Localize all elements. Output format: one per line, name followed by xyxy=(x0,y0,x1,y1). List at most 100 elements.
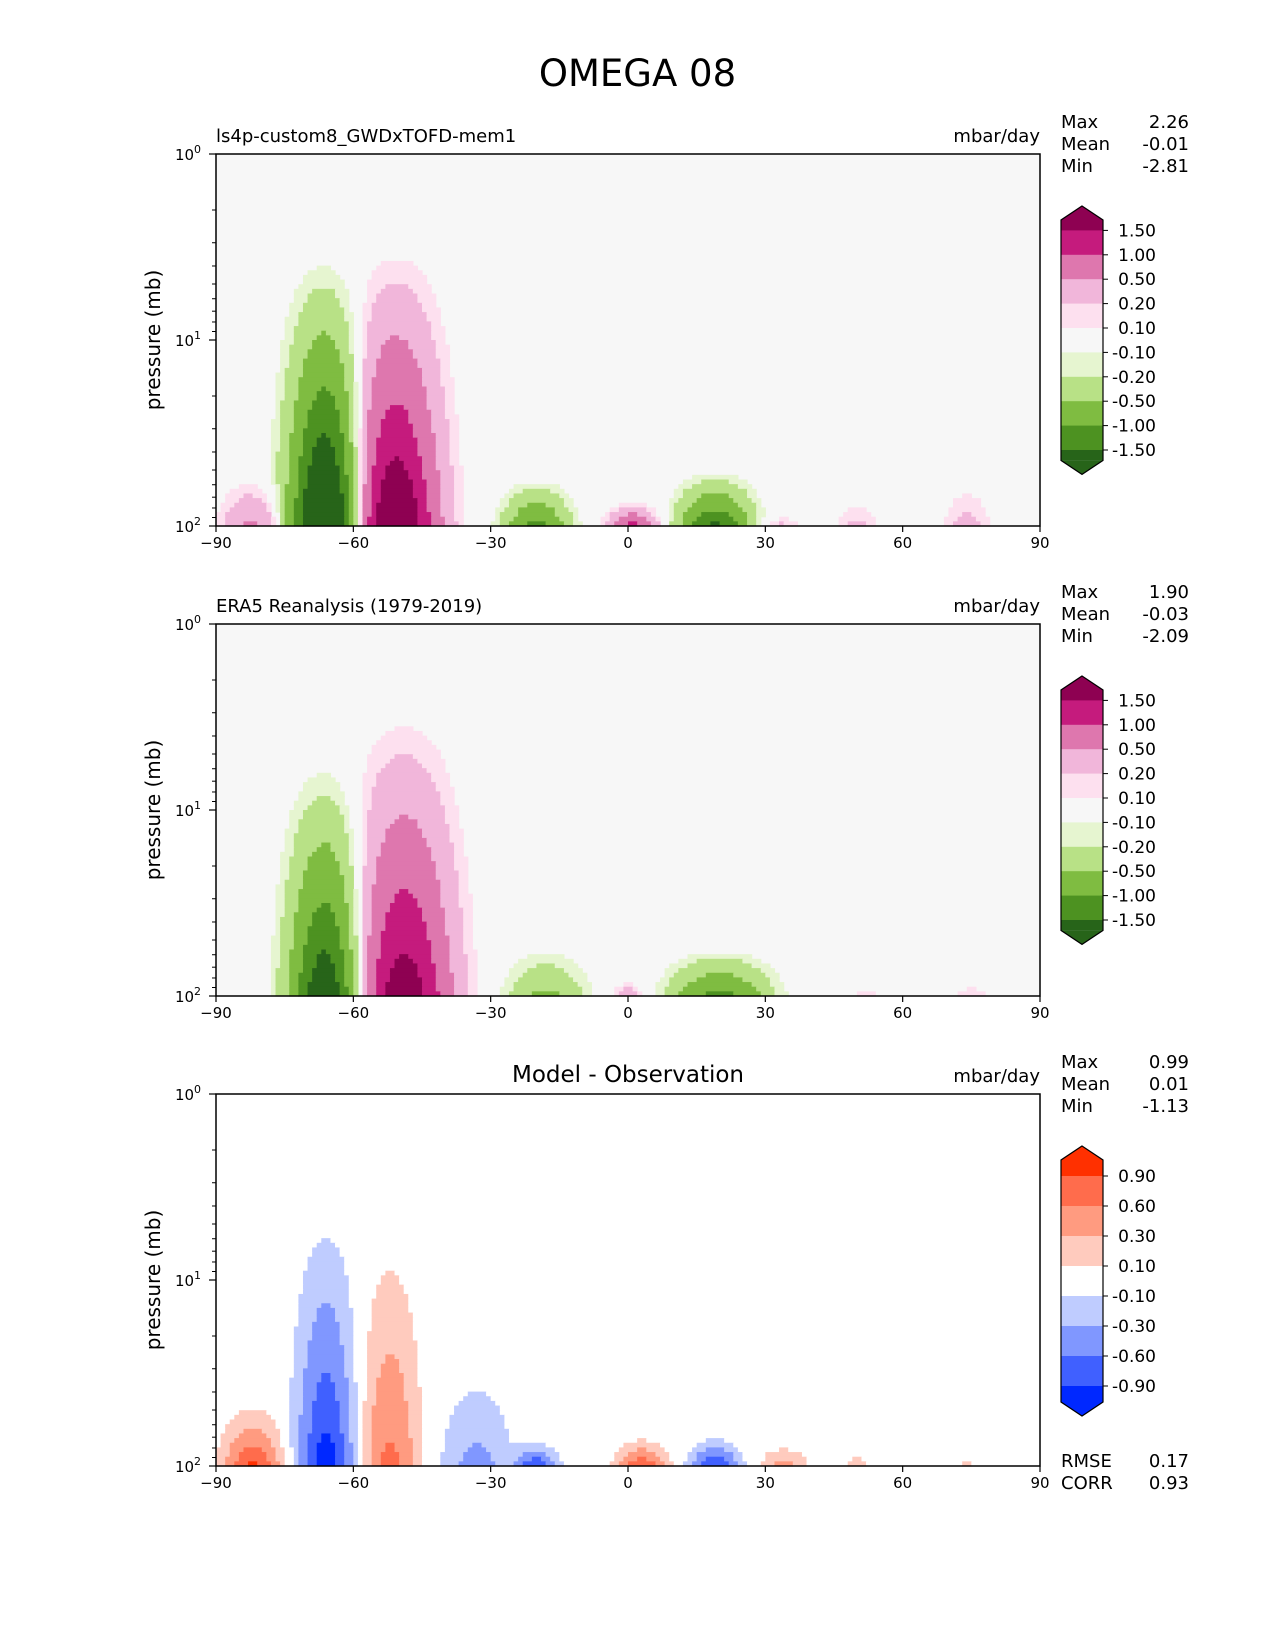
contour-cell xyxy=(298,312,345,318)
contour-cell xyxy=(348,940,359,946)
contour-cell xyxy=(293,930,309,937)
contour-cell xyxy=(367,940,382,946)
contour-cell xyxy=(367,349,382,355)
contour-cell xyxy=(417,819,446,825)
contour-cell xyxy=(289,870,304,876)
contour-cell xyxy=(371,1456,382,1462)
contour-cell xyxy=(362,791,373,797)
contour-cell xyxy=(335,344,350,350)
contour-cell xyxy=(307,1256,345,1262)
contour-cell xyxy=(293,502,304,508)
contour-cell xyxy=(234,1461,249,1467)
contour-cell xyxy=(353,428,359,434)
contour-cell xyxy=(408,474,423,481)
contour-cell xyxy=(367,293,377,299)
contour-cell xyxy=(275,409,281,415)
contour-cell xyxy=(449,954,469,960)
contour-cell xyxy=(339,484,350,490)
contour-cell xyxy=(275,991,290,997)
contour-cell xyxy=(705,972,734,978)
contour-cell xyxy=(389,903,419,909)
contour-cell xyxy=(316,847,332,853)
colorbar-outline xyxy=(1060,1145,1104,1417)
contour-cell xyxy=(321,949,327,955)
contour-cell xyxy=(302,1289,350,1295)
contour-cell xyxy=(357,1405,364,1411)
contour-cell xyxy=(284,907,299,913)
y-tick-exponent: 1 xyxy=(194,799,201,812)
contour-cell xyxy=(545,1442,625,1448)
colorbar-label: 0.60 xyxy=(1118,1197,1156,1217)
contour-cell xyxy=(545,1452,560,1458)
contour-cell xyxy=(302,502,345,508)
contour-cell xyxy=(435,456,451,462)
y-tick-exponent: 2 xyxy=(194,1455,201,1468)
colorbar: 1.501.000.500.200.10-0.10-0.20-0.50-1.00… xyxy=(1060,205,1156,476)
y-tick-base: 10 xyxy=(175,332,194,350)
contour-cell xyxy=(362,786,373,792)
y-tick-label: 102 xyxy=(175,1455,201,1476)
contour-cell xyxy=(362,875,377,881)
contour-cell xyxy=(440,796,455,802)
y-tick-label: 100 xyxy=(175,613,201,634)
contour-cell xyxy=(289,456,299,462)
contour-cell xyxy=(330,958,345,965)
contour-cell xyxy=(312,1419,341,1425)
contour-cell xyxy=(454,842,464,848)
contour-cell xyxy=(302,1284,350,1290)
x-tick-label: −90 xyxy=(200,1004,232,1022)
contour-cell xyxy=(289,307,304,313)
contour-cell xyxy=(866,1461,963,1467)
contour-cell xyxy=(422,916,446,923)
contour-cell xyxy=(508,972,524,978)
contour-cell xyxy=(376,879,441,885)
contour-cell xyxy=(440,889,460,895)
contour-cell xyxy=(270,456,277,462)
contour-cell xyxy=(376,460,391,467)
contour-cell xyxy=(266,1410,290,1416)
contour-cell xyxy=(339,349,350,355)
contour-cell xyxy=(444,1433,510,1439)
contour-cell xyxy=(275,400,281,406)
contour-cell xyxy=(788,1447,1041,1453)
contour-cell xyxy=(280,488,286,495)
contour-cell xyxy=(362,930,373,937)
contour-cell xyxy=(371,893,396,899)
contour-cell xyxy=(280,944,295,951)
contour-cell xyxy=(600,521,606,527)
contour-cell xyxy=(293,293,309,299)
contour-cell xyxy=(353,1359,368,1365)
contour-cell xyxy=(280,1438,290,1444)
contour-cell xyxy=(280,935,295,941)
contour-cell xyxy=(563,502,574,508)
x-tick-label: 30 xyxy=(756,1474,775,1492)
contour-cell xyxy=(357,1410,364,1416)
contour-cell xyxy=(344,498,350,504)
contour-cell xyxy=(225,521,245,527)
contour-cell xyxy=(312,400,336,406)
contour-cell xyxy=(957,516,977,522)
stat-label: Mean xyxy=(1061,134,1110,155)
contour-cell xyxy=(435,977,455,983)
contour-cell xyxy=(376,363,419,369)
contour-cell xyxy=(225,516,272,522)
contour-cell xyxy=(321,433,327,439)
contour-cell xyxy=(856,991,876,997)
contour-cell xyxy=(344,386,354,392)
contour-cell xyxy=(367,1368,382,1374)
contour-cell xyxy=(618,516,647,522)
contour-cell xyxy=(412,488,428,495)
contour-cell xyxy=(348,944,359,951)
colorbar-segment xyxy=(1061,450,1103,461)
contour-cell xyxy=(490,521,501,527)
contour-cell xyxy=(403,405,428,411)
contour-cell xyxy=(353,986,359,992)
contour-cell xyxy=(628,512,638,518)
contour-cell xyxy=(302,782,341,788)
contour-cell xyxy=(371,377,423,383)
metric-value: 0.17 xyxy=(1149,1451,1189,1472)
contour-cell xyxy=(449,963,469,969)
contour-cell xyxy=(298,893,345,899)
contour-cell xyxy=(362,521,368,527)
contour-cell xyxy=(682,516,698,522)
